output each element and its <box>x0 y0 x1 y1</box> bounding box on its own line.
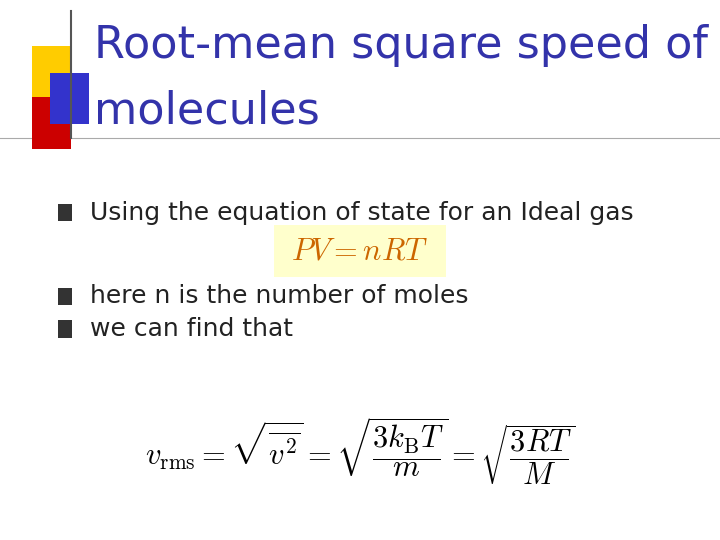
Text: Using the equation of state for an Ideal gas: Using the equation of state for an Ideal… <box>90 201 634 225</box>
Text: molecules: molecules <box>94 89 320 132</box>
Text: here n is the number of moles: here n is the number of moles <box>90 285 469 308</box>
Bar <box>58 204 72 221</box>
Text: Root-mean square speed of: Root-mean square speed of <box>94 24 708 68</box>
FancyBboxPatch shape <box>274 225 446 277</box>
Text: $v_{\mathrm{rms}} = \sqrt{\overline{v^2}} = \sqrt{\dfrac{3k_{\mathrm{B}}T}{m}} =: $v_{\mathrm{rms}} = \sqrt{\overline{v^2}… <box>145 415 575 487</box>
Bar <box>58 288 72 305</box>
Text: we can find that: we can find that <box>90 317 293 341</box>
Bar <box>58 320 72 338</box>
Text: $PV = nRT$: $PV = nRT$ <box>292 237 428 266</box>
